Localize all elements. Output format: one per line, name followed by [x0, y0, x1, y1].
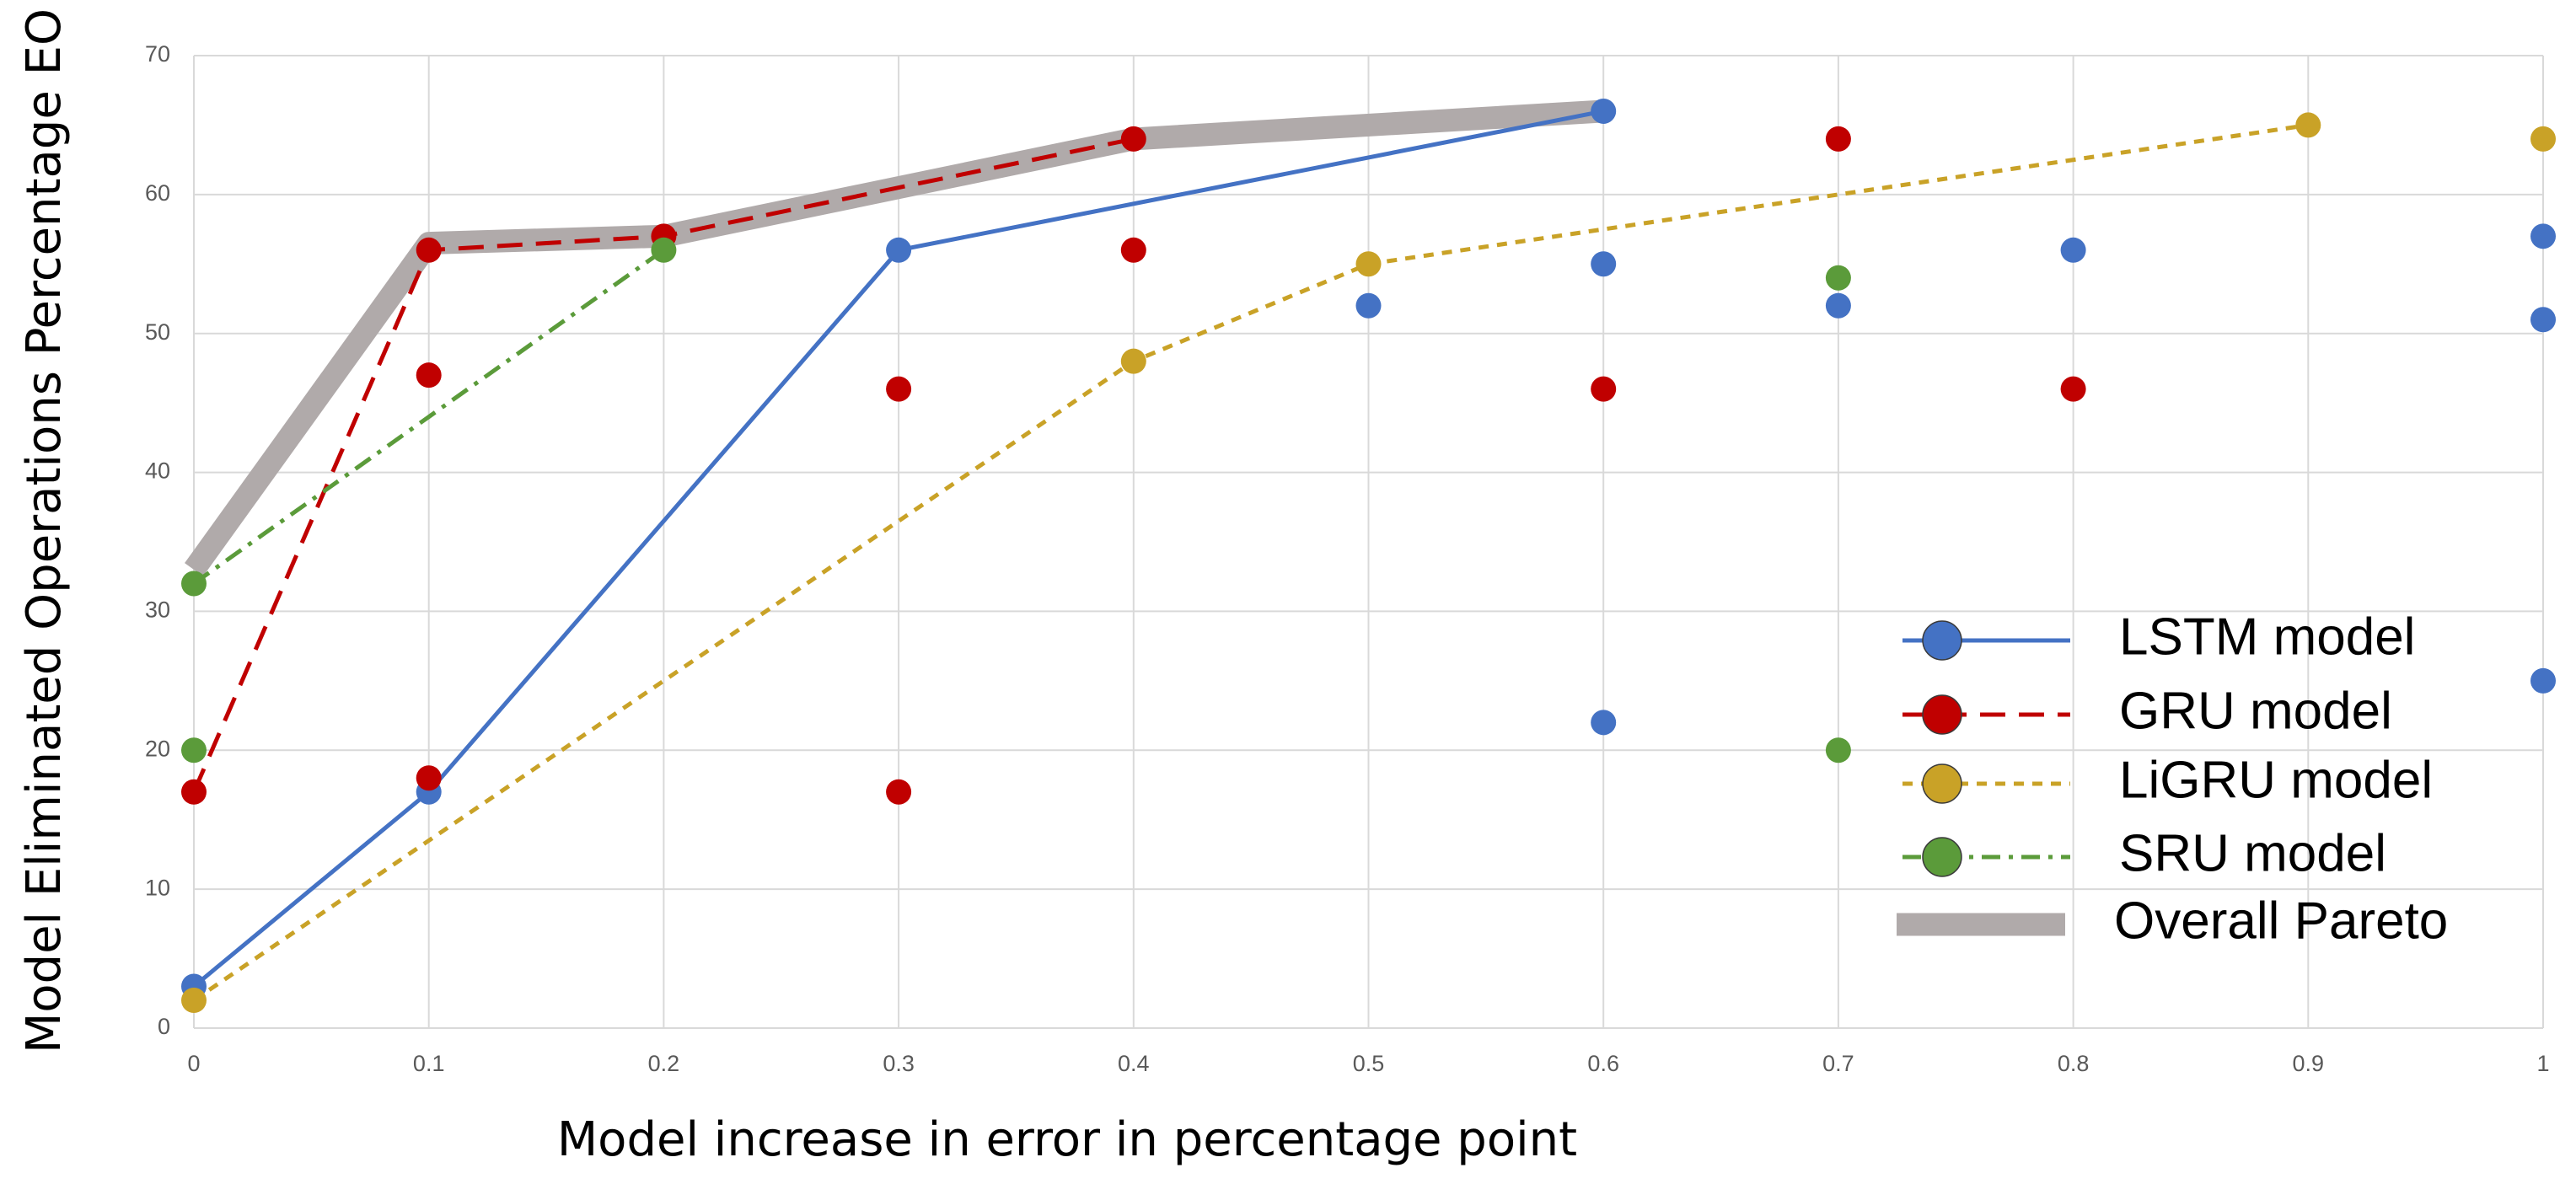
- data-point: [1355, 251, 1382, 277]
- y-tick-label: 70: [145, 41, 170, 67]
- data-point: [181, 571, 207, 597]
- data-point: [886, 376, 912, 402]
- data-point: [1120, 348, 1146, 374]
- x-tick-label: 0.9: [2293, 1051, 2325, 1076]
- legend-marker: [1922, 694, 1962, 735]
- data-point: [416, 362, 442, 388]
- data-point: [181, 737, 207, 763]
- data-point: [2530, 307, 2556, 333]
- x-tick-label: 0.8: [2058, 1051, 2090, 1076]
- data: [181, 98, 2556, 1014]
- y-tick-label: 30: [145, 597, 170, 623]
- data-point: [1355, 292, 1382, 319]
- x-tick-label: 0: [187, 1051, 200, 1076]
- series-line: [191, 137, 1135, 793]
- data-point: [1591, 251, 1617, 277]
- legend-label: LiGRU model: [2119, 751, 2433, 809]
- data-point: [1825, 737, 1851, 763]
- grid: [193, 55, 2544, 1029]
- legend-marker: [1922, 763, 1962, 804]
- data-point: [2530, 223, 2556, 249]
- data-point: [416, 765, 442, 791]
- x-tick-label: 0.3: [883, 1051, 915, 1076]
- data-point: [181, 988, 207, 1014]
- legend: LSTM model GRU model LiGRU model SRU model O…: [1897, 608, 2448, 950]
- x-tick-label: 0.5: [1353, 1051, 1385, 1076]
- y-tick-label: 40: [145, 458, 170, 484]
- data-point: [1120, 237, 1146, 263]
- legend-marker: [1922, 837, 1962, 877]
- data-point: [181, 779, 207, 805]
- legend-label: GRU model: [2119, 682, 2392, 740]
- data-point: [1825, 126, 1851, 152]
- y-tick-label: 0: [158, 1014, 170, 1039]
- data-point: [416, 237, 442, 263]
- x-tick-label: 0.7: [1822, 1051, 1854, 1076]
- y-tick-label: 10: [145, 875, 170, 900]
- data-point: [2060, 376, 2086, 402]
- y-axis-title: Model Eliminated Operations Percentage E…: [17, 8, 72, 1053]
- data-point: [1591, 98, 1617, 124]
- legend-label: Overall Pareto: [2114, 892, 2448, 950]
- y-tick-label: 20: [145, 736, 170, 761]
- x-tick-label: 1: [2536, 1051, 2549, 1076]
- x-axis-title: Model increase in error in percentage po…: [557, 1112, 1577, 1167]
- legend-label: LSTM model: [2119, 608, 2415, 666]
- data-point: [2530, 126, 2556, 152]
- x-tick-label: 0.1: [413, 1051, 445, 1076]
- data-point: [2530, 667, 2556, 694]
- x-tick-label: 0.2: [648, 1051, 680, 1076]
- series-line: [192, 122, 2309, 1003]
- data-point: [2295, 112, 2321, 138]
- x-tick-label: 0.6: [1587, 1051, 1619, 1076]
- data-point: [1591, 376, 1617, 402]
- series-line: [192, 248, 665, 586]
- data-point: [1591, 710, 1617, 736]
- data-point: [1825, 292, 1851, 319]
- data-point: [1825, 265, 1851, 291]
- data-point: [886, 779, 912, 805]
- data-point: [651, 237, 677, 263]
- series-line: [192, 109, 1604, 988]
- legend-marker: [1922, 620, 1962, 661]
- x-tick-label: 0.4: [1118, 1051, 1150, 1076]
- y-tick-label: 50: [145, 319, 170, 345]
- data-point: [2060, 237, 2086, 263]
- data-point: [1120, 126, 1146, 152]
- data-point: [886, 237, 912, 263]
- legend-label: SRU model: [2119, 824, 2386, 882]
- y-tick-label: 60: [145, 180, 170, 206]
